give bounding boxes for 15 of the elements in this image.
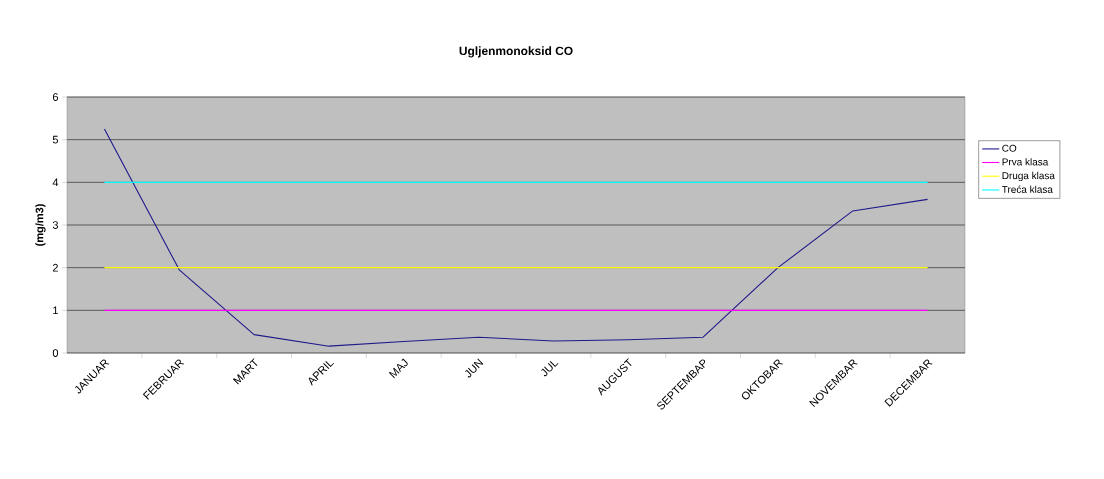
y-axis-title: (mg/m3) [35, 204, 46, 246]
x-tick-label: JUL [541, 360, 559, 377]
chart-title: Ugljenmonoksid CO [459, 46, 573, 58]
y-tick-label: 6 [52, 93, 58, 101]
legend-label: Prva klasa [1002, 158, 1049, 166]
legend-label: CO [1002, 144, 1017, 152]
line-series [103, 128, 929, 347]
y-tick-label: 5 [52, 135, 59, 144]
y-tick-label: 4 [52, 178, 59, 187]
y-tick-label: 2 [52, 263, 58, 272]
y-tick-label: 3 [52, 221, 58, 229]
y-tick-label: 0 [52, 349, 59, 357]
y-tick-label: 1 [53, 306, 58, 315]
legend-label: Treća klasa [1001, 185, 1053, 193]
legend-label: Druga klasa [1002, 171, 1055, 182]
